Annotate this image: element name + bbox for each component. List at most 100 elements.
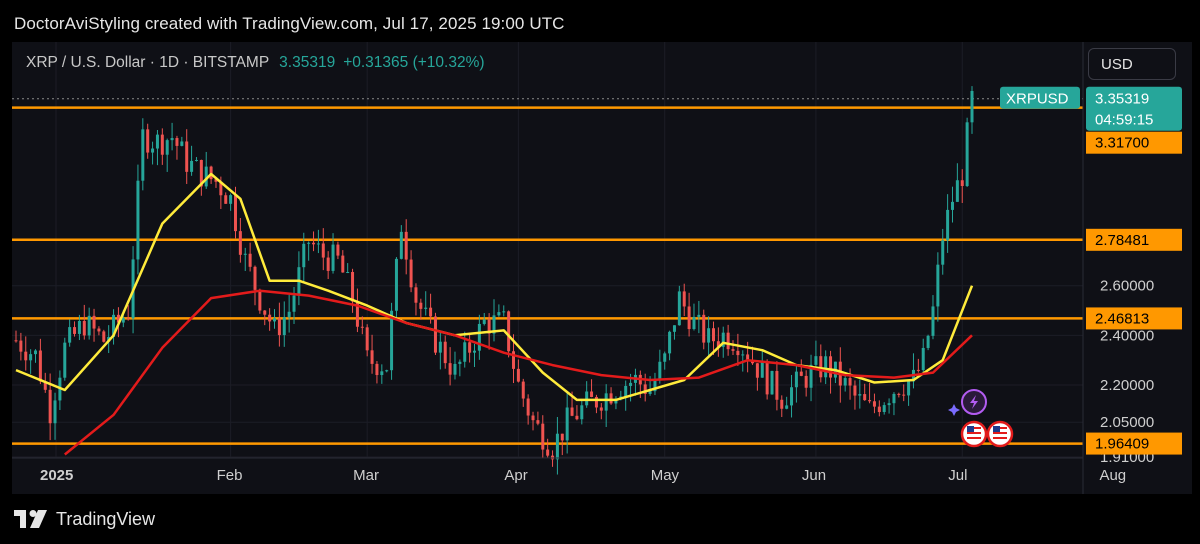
candle [707, 328, 711, 343]
candle [702, 314, 706, 343]
countdown-label: 04:59:15 [1095, 112, 1153, 129]
level-price-label: 2.46813 [1095, 310, 1149, 327]
candle [360, 326, 364, 328]
x-tick-label: Jun [802, 467, 826, 484]
candle [697, 314, 701, 317]
candle [87, 315, 91, 336]
legend-change: +0.31365 (+10.32%) [343, 54, 485, 71]
candle [219, 181, 223, 196]
candle [551, 455, 555, 460]
grid [12, 42, 1083, 458]
candle [692, 316, 696, 330]
candle [370, 350, 374, 364]
candle [843, 378, 847, 386]
candle [721, 332, 725, 347]
candle [77, 321, 81, 334]
attribution-header: DoctorAviStyling created with TradingVie… [14, 14, 565, 33]
candle [463, 342, 467, 362]
candle [770, 370, 774, 395]
y-tick-label: 2.20000 [1100, 377, 1154, 394]
candle [477, 323, 481, 351]
candle [229, 195, 233, 204]
candle [399, 231, 403, 259]
y-tick-label: 2.40000 [1100, 327, 1154, 344]
symbol-tag-label: XRPUSD [1006, 91, 1069, 108]
candle [536, 420, 540, 424]
x-tick-label: Feb [217, 467, 243, 484]
candle [853, 385, 857, 396]
candle [346, 271, 350, 273]
candle [741, 354, 745, 356]
candle [136, 180, 140, 260]
candle [955, 180, 959, 202]
candle [794, 371, 798, 388]
candle [775, 370, 779, 400]
x-tick-label: Mar [353, 467, 379, 484]
level-price-tag [1086, 228, 1182, 251]
candle [263, 310, 267, 315]
level-price-tag [1086, 432, 1182, 455]
candle [170, 138, 174, 141]
level-price-label: 3.31700 [1095, 135, 1149, 152]
candle [404, 231, 408, 260]
candles [14, 86, 974, 475]
candle [14, 340, 18, 342]
last-price-tag [1086, 86, 1182, 131]
candle [429, 307, 433, 317]
candle [516, 368, 520, 382]
candle [897, 393, 901, 395]
candle [507, 311, 511, 352]
candle [711, 328, 715, 342]
level-price-tag [1086, 307, 1182, 330]
candle [950, 201, 954, 210]
candle [190, 160, 194, 172]
candle [643, 384, 647, 394]
candle [38, 350, 42, 382]
candle [453, 363, 457, 375]
candle [253, 266, 257, 290]
candle [43, 381, 47, 390]
candle [419, 302, 423, 309]
horizontal-levels [12, 98, 1083, 445]
candle [24, 351, 28, 361]
candle [355, 301, 359, 327]
candle [29, 354, 33, 361]
candle [687, 306, 691, 330]
candle [82, 321, 86, 336]
candle [858, 394, 862, 396]
candle [629, 382, 633, 386]
candle [185, 141, 189, 172]
candle [541, 423, 545, 450]
candle [780, 399, 784, 409]
candle [604, 393, 608, 411]
candle [312, 242, 316, 245]
candle [175, 138, 179, 146]
candle [755, 363, 759, 378]
currency-button[interactable]: USD [1088, 48, 1176, 80]
candle [526, 398, 530, 416]
candle [590, 391, 594, 397]
candle [575, 415, 579, 420]
flag-canton [967, 426, 974, 432]
candle [824, 356, 828, 378]
candle [965, 122, 969, 187]
legend-price: 3.35319 [279, 54, 336, 71]
candle [531, 415, 535, 421]
candle [326, 257, 330, 271]
candle [804, 375, 808, 388]
flag-stripe [967, 432, 981, 434]
candle [146, 129, 150, 153]
symbol-tag [1000, 86, 1080, 109]
candle [258, 289, 262, 311]
candle [594, 396, 598, 408]
chart-frame[interactable]: 2.60000 2.40000 2.20000 2.05000 1.91000 2025 F… [12, 42, 1192, 494]
candle [887, 403, 891, 406]
candle [907, 381, 911, 396]
moving-averages [15, 172, 974, 456]
candle [414, 287, 418, 303]
candle [282, 317, 286, 336]
candle [624, 385, 628, 397]
price-tags: XRPUSD 3.35319 04:59:15 3.31700 2.78481 2.468… [1000, 86, 1182, 455]
candle [316, 243, 320, 245]
